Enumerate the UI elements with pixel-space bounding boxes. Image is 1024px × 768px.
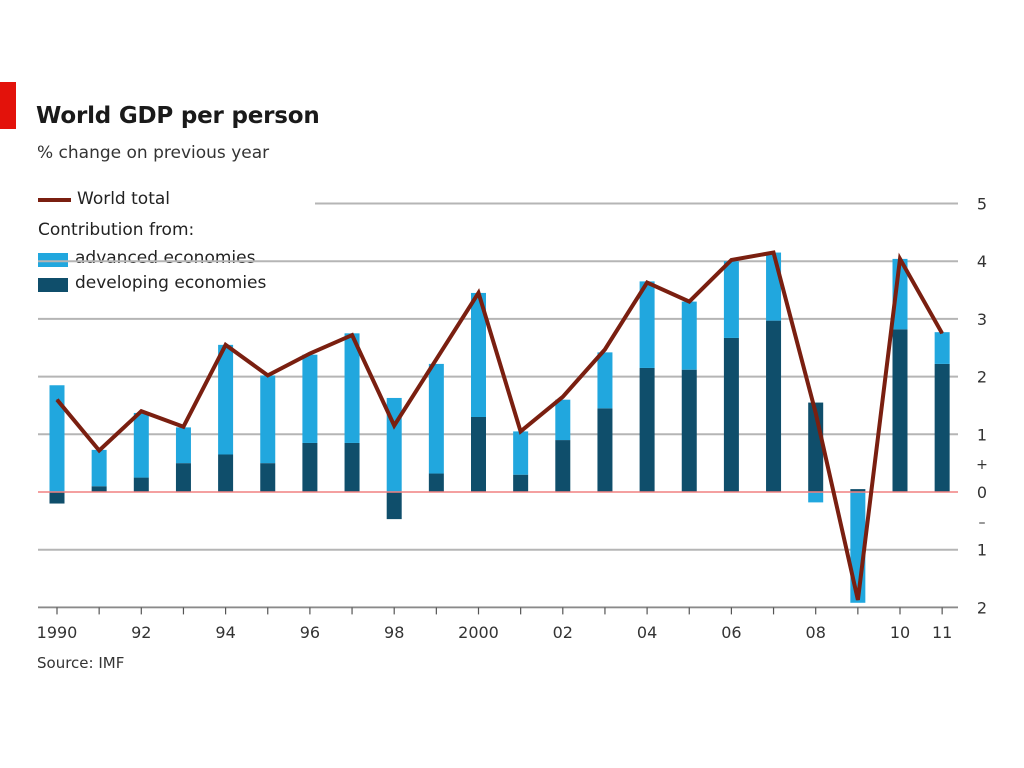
y-tick-label: 2 xyxy=(977,368,987,387)
bar-advanced-1991 xyxy=(91,449,107,487)
y-tick-label: 0 xyxy=(977,483,987,502)
bar-advanced-1999 xyxy=(428,363,444,474)
world-total-point-2003 xyxy=(604,348,606,350)
bar-developing-2001 xyxy=(513,474,529,492)
bar-advanced-1995 xyxy=(260,375,276,464)
bar-developing-2003 xyxy=(597,408,613,492)
bar-advanced-2000 xyxy=(471,292,486,417)
world-total-point-2009 xyxy=(857,599,859,601)
world-total-point-1995 xyxy=(267,374,269,376)
legend-developing-swatch xyxy=(38,278,68,292)
x-tick-label: 06 xyxy=(721,623,741,642)
bar-developing-2000 xyxy=(471,416,486,492)
bar-advanced-1997 xyxy=(344,333,360,443)
bar-developing-2004 xyxy=(639,367,655,492)
y-sign-minus: – xyxy=(979,515,986,531)
world-total-point-2007 xyxy=(773,252,775,254)
bar-developing-1992 xyxy=(133,477,149,492)
world-total-point-1999 xyxy=(435,358,437,360)
bar-developing-1999 xyxy=(428,473,444,492)
y-sign-plus: + xyxy=(976,457,988,473)
y-tick-label: 2 xyxy=(977,598,987,617)
world-total-point-2002 xyxy=(562,396,564,398)
x-tick-label: 11 xyxy=(932,623,952,642)
y-tick-label: 1 xyxy=(977,541,987,560)
bar-developing-1995 xyxy=(260,463,276,492)
accent-tab xyxy=(0,82,16,129)
bar-advanced-2001 xyxy=(513,431,529,475)
bar-advanced-2003 xyxy=(597,352,613,409)
legend-advanced: advanced economies xyxy=(75,248,256,268)
world-total-point-1996 xyxy=(309,353,311,355)
world-total-point-2000 xyxy=(478,292,479,294)
world-total-point-2006 xyxy=(730,259,732,261)
y-tick-label: 3 xyxy=(977,310,987,329)
bar-advanced-2011 xyxy=(934,332,950,364)
x-tick-label: 2000 xyxy=(458,623,499,642)
bar-advanced-2005 xyxy=(681,301,697,370)
legend-world-line-swatch xyxy=(38,198,71,202)
chart-title: World GDP per person xyxy=(36,103,320,129)
x-tick-label: 92 xyxy=(131,623,151,642)
world-total-point-2011 xyxy=(941,332,943,334)
bar-developing-2010 xyxy=(892,329,908,492)
world-total-line xyxy=(55,250,944,601)
world-total-point-2005 xyxy=(688,301,690,303)
bar-advanced-2004 xyxy=(639,281,655,368)
bar-advanced-2007 xyxy=(766,252,782,321)
world-total-point-2004 xyxy=(646,282,648,284)
bar-developing-1996 xyxy=(302,442,318,492)
world-total-point-2010 xyxy=(899,258,901,260)
bar-developing-2011 xyxy=(934,363,950,492)
chart-subtitle: % change on previous year xyxy=(37,143,270,163)
world-total-point-1991 xyxy=(98,449,100,451)
legend-developing: developing economies xyxy=(75,273,267,293)
bar-developing-1990 xyxy=(49,492,65,504)
bar-advanced-2002 xyxy=(555,399,571,441)
y-tick-label: 5 xyxy=(977,195,987,214)
bar-advanced-2006 xyxy=(723,261,739,338)
bar-developing-1994 xyxy=(218,454,234,492)
x-tick-label: 98 xyxy=(384,623,404,642)
world-total-point-1998 xyxy=(393,425,395,427)
bar-developing-1998 xyxy=(386,492,402,520)
x-tick-label: 08 xyxy=(806,623,826,642)
bar-advanced-1994 xyxy=(218,344,234,455)
world-total-point-1990 xyxy=(56,399,58,401)
legend-world-total: World total xyxy=(77,189,170,209)
bar-developing-2009 xyxy=(850,489,866,492)
bar-advanced-2008 xyxy=(808,492,824,503)
y-tick-label: 4 xyxy=(977,252,987,271)
x-tick-label: 96 xyxy=(300,623,320,642)
bar-developing-2002 xyxy=(555,440,571,492)
bar-advanced-1996 xyxy=(302,354,318,443)
bar-advanced-1992 xyxy=(133,412,149,478)
world-total-point-1997 xyxy=(351,334,353,336)
world-total-point-2008 xyxy=(815,412,817,414)
x-tick-label: 02 xyxy=(553,623,573,642)
bar-developing-2006 xyxy=(723,337,739,492)
world-total-point-1994 xyxy=(225,344,227,346)
x-tick-label: 94 xyxy=(215,623,235,642)
bar-developing-2007 xyxy=(766,320,782,492)
bar-developing-1997 xyxy=(344,442,360,492)
bar-advanced-1990 xyxy=(49,385,65,492)
y-tick-label: 1 xyxy=(977,425,987,444)
bar-developing-2005 xyxy=(681,369,697,492)
x-tick-label: 10 xyxy=(890,623,910,642)
source-note: Source: IMF xyxy=(37,654,125,672)
x-tick-label: 1990 xyxy=(37,623,78,642)
bar-developing-1993 xyxy=(175,463,191,492)
world-total-point-2001 xyxy=(520,430,522,432)
bar-developing-1991 xyxy=(91,486,107,492)
bar-advanced-1993 xyxy=(175,427,191,464)
x-tick-label: 04 xyxy=(637,623,657,642)
legend-advanced-swatch xyxy=(38,253,68,267)
legend-contribution-header: Contribution from: xyxy=(38,220,195,240)
world-total-point-1992 xyxy=(140,410,142,412)
world-total-point-1993 xyxy=(182,426,184,428)
